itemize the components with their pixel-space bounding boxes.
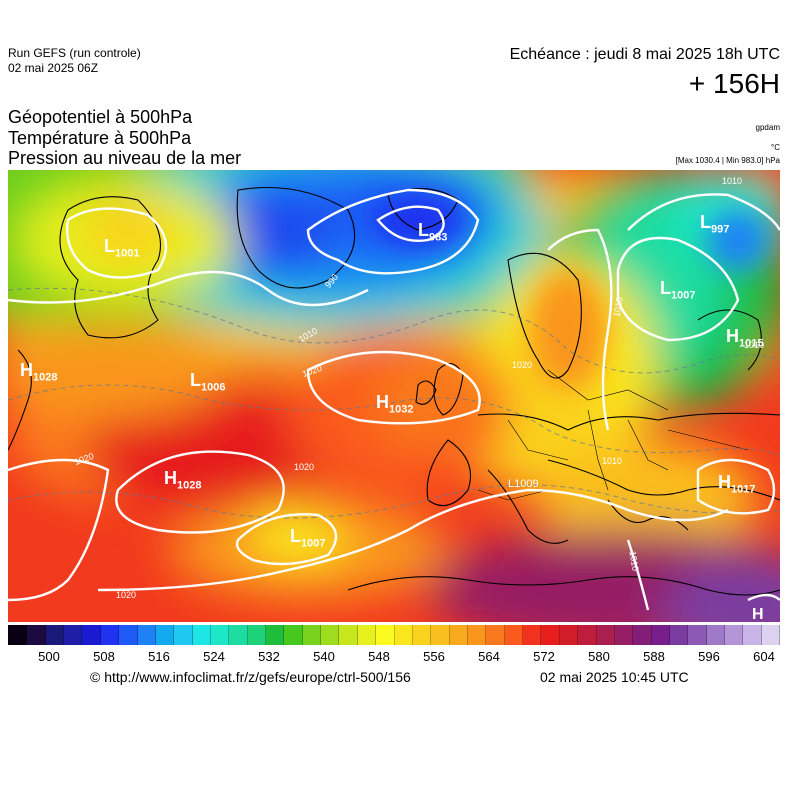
isobar-label: 1010: [602, 456, 623, 466]
unit-gpdam: gpdam: [755, 123, 780, 132]
color-scale-tick: 540: [313, 649, 335, 664]
pressure-center: H1028: [164, 468, 202, 492]
color-scale-segment: [64, 625, 83, 645]
pressure-center: L1007: [290, 526, 326, 550]
color-scale-segment: [688, 625, 707, 645]
color-scale-tick: 588: [643, 649, 665, 664]
color-scale-segment: [321, 625, 340, 645]
color-scale-segment: [100, 625, 120, 645]
pressure-max-min: [Max 1030.4 | Min 983.0] hPa: [675, 156, 780, 165]
color-scale-segment: [725, 625, 744, 645]
color-scale-segment: [431, 625, 450, 645]
layer-pressure: Pression au niveau de la mer: [8, 148, 242, 168]
color-scale-segment: [8, 625, 28, 645]
isobar-label: 1010: [722, 176, 743, 186]
color-scale-tick: 556: [423, 649, 445, 664]
pressure-center: H1032: [376, 392, 414, 416]
source-link[interactable]: © http://www.infoclimat.fr/z/gefs/europe…: [90, 669, 411, 685]
color-scale-segment: [247, 625, 267, 645]
pressure-center: H1028: [20, 360, 58, 384]
color-scale-segment: [669, 625, 689, 645]
color-scale-segment: [302, 625, 322, 645]
color-scale-tick: 604: [753, 649, 775, 664]
pressure-center: L1006: [190, 370, 226, 394]
color-scale-segment: [504, 625, 524, 645]
isobar-label: 1020: [116, 590, 137, 600]
color-scale-segment: [449, 625, 468, 645]
pressure-center: L983: [418, 220, 448, 244]
color-scale-segment: [229, 625, 248, 645]
color-scale-segment: [210, 625, 230, 645]
color-scale-segment: [45, 625, 65, 645]
layer-geopotential: Géopotentiel à 500hPa: [8, 107, 193, 127]
color-scale-tick: 580: [588, 649, 610, 664]
color-scale-tick: 516: [148, 649, 170, 664]
isobar-label: 1020: [512, 360, 533, 370]
pressure-center: L1009: [508, 478, 539, 490]
color-scale-segment: [137, 625, 156, 645]
isobars: [8, 188, 780, 611]
isobar-label: 1020: [294, 462, 315, 472]
color-scale-segment: [559, 625, 579, 645]
color-scale-segment: [284, 625, 303, 645]
color-scale-tick: 596: [698, 649, 720, 664]
color-scale-segment: [82, 625, 101, 645]
color-scale-segment: [541, 625, 560, 645]
color-scale-segment: [412, 625, 432, 645]
coastlines: [8, 186, 780, 596]
map-svg: [8, 170, 780, 622]
color-scale-segment: [192, 625, 211, 645]
pressure-center: L1007: [660, 278, 696, 302]
borders: [477, 369, 749, 501]
color-scale-segment: [27, 625, 46, 645]
pressure-center: H: [752, 606, 764, 622]
pressure-center: L997: [700, 212, 730, 236]
isobar-label: 1010: [744, 340, 765, 350]
color-scale-tick: 524: [203, 649, 225, 664]
color-scale-tick: 500: [38, 649, 60, 664]
color-scale-segment: [743, 625, 762, 645]
unit-celsius: °C: [771, 143, 780, 152]
run-title: Run GEFS (run controle): [8, 46, 141, 60]
generated-date: 02 mai 2025 10:45 UTC: [540, 669, 689, 685]
color-scale-tick: 564: [478, 649, 500, 664]
color-scale-segment: [761, 625, 781, 645]
color-scale-segment: [596, 625, 615, 645]
color-scale-segment: [486, 625, 505, 645]
layer-temperature: Température à 500hPa: [8, 128, 192, 148]
color-scale-segment: [119, 625, 138, 645]
color-scale-segment: [174, 625, 193, 645]
run-date: 02 mai 2025 06Z: [8, 61, 99, 75]
color-scale-segment: [651, 625, 670, 645]
color-scale-tick: 532: [258, 649, 280, 664]
color-scale-tick: 508: [93, 649, 115, 664]
color-scale-segment: [357, 625, 377, 645]
color-scale-segment: [467, 625, 487, 645]
lead-time: + 156H: [688, 68, 780, 99]
color-scale-segment: [376, 625, 395, 645]
color-scale-bar: [8, 625, 781, 645]
pressure-center: H1015: [726, 326, 764, 350]
color-scale-segment: [614, 625, 634, 645]
color-scale-tick: 548: [368, 649, 390, 664]
forecast-valid-time: Echéance : jeudi 8 mai 2025 18h UTC: [509, 46, 780, 63]
color-scale-segment: [394, 625, 413, 645]
color-scale-tick: 572: [533, 649, 555, 664]
forecast-map: L1001 L983 L997 L1007 H1015 H1028 L1006 …: [8, 170, 780, 622]
color-scale-segment: [633, 625, 652, 645]
color-scale-segment: [706, 625, 726, 645]
isotherms: [8, 287, 780, 519]
pressure-center: L1001: [104, 236, 140, 260]
color-scale-segment: [339, 625, 358, 645]
color-scale-segment: [578, 625, 597, 645]
pressure-center: H1017: [718, 472, 756, 496]
color-scale-segment: [266, 625, 285, 645]
temperature-detail: [373, 195, 768, 390]
color-scale-segment: [155, 625, 175, 645]
color-scale-segment: [523, 625, 542, 645]
